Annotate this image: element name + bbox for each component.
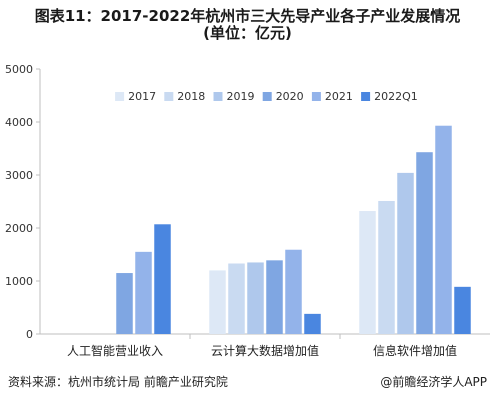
title-line-1: 图表11：2017-2022年杭州市三大先导产业各子产业发展情况 (34, 7, 461, 25)
bar-2020-2 (416, 152, 433, 334)
bar-2020-1 (266, 260, 283, 334)
legend-swatch-2018 (164, 92, 174, 101)
legend: 2017 2018 2019 2020 2021 2022Q1 (115, 90, 418, 103)
legend-label-2020: 2020 (276, 90, 304, 103)
x-tick-label: 云计算大数据增加值 (211, 343, 319, 358)
y-tick-label: 1000 (5, 275, 33, 288)
legend-label-2017: 2017 (128, 90, 156, 103)
bar-2022Q1-2 (454, 286, 471, 334)
bar-2018-1 (228, 263, 245, 334)
legend-swatch-2019 (213, 92, 223, 101)
x-tick-label: 信息软件增加值 (373, 343, 457, 358)
legend-label-2021: 2021 (325, 90, 353, 103)
legend-swatch-2017 (115, 92, 125, 101)
credit-note: @前瞻经济学人APP (380, 375, 487, 389)
bars (116, 125, 471, 335)
y-tick-label: 3000 (5, 169, 33, 182)
y-tick-label: 0 (26, 328, 33, 341)
y-tick-label: 4000 (5, 116, 33, 129)
axes: 0 1000 2000 3000 4000 5000 人工智能营业收入 云计算大数据增加值 信息… (5, 63, 490, 358)
bar-2021-2 (435, 125, 452, 335)
bar-2022Q1-1 (304, 313, 321, 334)
bar-2018-2 (378, 200, 395, 334)
chart-title: 图表11：2017-2022年杭州市三大先导产业各子产业发展情况 (单位：亿元) (0, 8, 495, 42)
bar-2022Q1-0 (154, 224, 171, 334)
legend-label-2019: 2019 (227, 90, 255, 103)
legend-swatch-2022Q1 (361, 92, 371, 101)
y-tick-label: 2000 (5, 222, 33, 235)
bar-2017-1 (209, 270, 226, 334)
legend-label-2018: 2018 (177, 90, 205, 103)
legend-label-2022Q1: 2022Q1 (374, 90, 418, 103)
bar-2019-1 (247, 262, 264, 334)
legend-swatch-2021 (311, 92, 321, 101)
y-tick-label: 5000 (5, 63, 33, 76)
bar-2021-0 (135, 251, 152, 334)
legend-swatch-2020 (262, 92, 272, 101)
x-tick-label: 人工智能营业收入 (67, 343, 163, 358)
bar-2020-0 (116, 273, 133, 334)
title-line-2: (单位：亿元) (203, 24, 292, 42)
bar-2019-2 (397, 172, 414, 334)
bar-2017-2 (359, 211, 376, 334)
bar-2021-1 (285, 249, 302, 334)
source-note: 资料来源：杭州市统计局 前瞻产业研究院 (8, 375, 228, 389)
